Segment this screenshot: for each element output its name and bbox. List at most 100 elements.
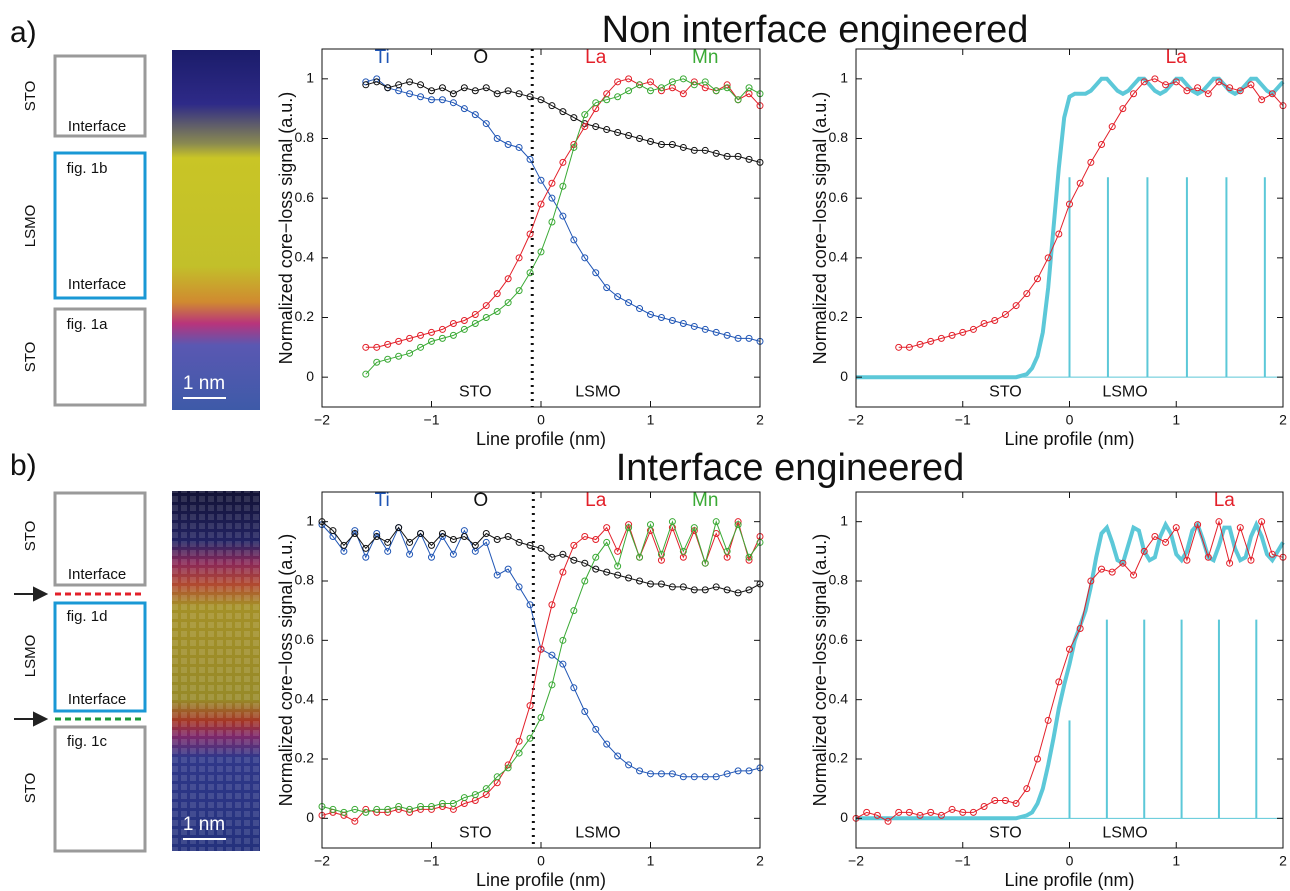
data-point xyxy=(417,81,425,89)
data-point xyxy=(1055,230,1063,238)
data-point xyxy=(1076,624,1084,632)
data-point xyxy=(647,521,654,529)
data-point xyxy=(406,538,414,546)
data-point xyxy=(384,547,392,555)
data-point xyxy=(1119,559,1127,567)
y-tick-label: 0.2 xyxy=(295,308,315,324)
region-label: LSMO xyxy=(575,383,620,400)
data-line xyxy=(365,81,761,163)
y-tick-label: 0.6 xyxy=(295,631,315,647)
data-point xyxy=(668,770,676,778)
data-point xyxy=(581,533,589,540)
data-point xyxy=(745,553,753,561)
layer-box xyxy=(53,491,147,587)
data-point xyxy=(603,96,611,104)
data-point xyxy=(493,535,501,543)
x-tick-label: 1 xyxy=(1172,412,1180,428)
data-point xyxy=(668,316,676,324)
y-tick-label: 0.2 xyxy=(829,750,849,766)
y-tick-label: 0.6 xyxy=(295,189,315,205)
data-point xyxy=(1183,556,1191,564)
data-point xyxy=(690,81,698,89)
data-point xyxy=(406,90,414,98)
data-line xyxy=(321,519,761,822)
y-axis-label: Normalized core−loss signal (a.u.) xyxy=(810,92,830,365)
data-point xyxy=(712,87,720,95)
data-point xyxy=(515,143,523,151)
y-tick-label: 0.2 xyxy=(295,750,315,766)
layer-label: LSMO xyxy=(22,205,39,248)
data-point xyxy=(937,811,945,819)
data-point xyxy=(991,316,999,324)
data-point xyxy=(1247,81,1255,89)
panel-label: b) xyxy=(10,449,37,482)
layer-label: STO xyxy=(22,521,39,552)
data-point xyxy=(723,84,731,92)
data-point xyxy=(526,269,534,277)
data-point xyxy=(471,319,479,327)
data-point xyxy=(657,550,665,558)
data-point xyxy=(362,544,370,552)
data-point xyxy=(1130,90,1138,98)
data-point xyxy=(1108,123,1116,131)
data-point xyxy=(526,601,534,609)
y-tick-label: 0 xyxy=(840,809,848,825)
data-point xyxy=(559,158,567,166)
data-point xyxy=(712,518,720,526)
data-point xyxy=(548,218,556,226)
data-point xyxy=(734,96,742,104)
data-point xyxy=(449,550,457,558)
data-point xyxy=(948,805,956,813)
plot-area: Ti O La Mn xyxy=(362,47,764,378)
panel-title: Interface engineered xyxy=(616,447,965,489)
data-point xyxy=(482,314,490,321)
y-tick-label: 1 xyxy=(306,512,314,528)
data-point xyxy=(482,120,490,128)
y-tick-label: 0.4 xyxy=(295,249,315,265)
data-point xyxy=(690,146,698,154)
layer-label: LSMO xyxy=(22,635,39,678)
data-point xyxy=(679,319,687,327)
data-point xyxy=(701,559,709,567)
data-point xyxy=(657,84,665,92)
y-axis-label: Normalized core−loss signal (a.u.) xyxy=(276,92,296,365)
x-tick-label: −1 xyxy=(955,412,971,428)
data-point xyxy=(1172,78,1180,86)
data-point xyxy=(537,713,545,721)
data-point xyxy=(1226,84,1234,92)
data-point xyxy=(734,767,742,775)
data-point xyxy=(734,334,742,342)
data-point xyxy=(884,817,892,825)
data-point xyxy=(329,805,337,813)
data-point xyxy=(395,524,403,532)
x-tick-label: 2 xyxy=(1279,853,1287,869)
data-point xyxy=(603,538,611,546)
data-point xyxy=(482,785,490,793)
region-label: STO xyxy=(459,383,492,400)
data-point xyxy=(980,802,988,810)
data-point xyxy=(1258,96,1266,104)
data-point xyxy=(636,767,644,775)
data-point xyxy=(969,808,977,816)
data-point xyxy=(329,527,337,535)
box-text: Interface xyxy=(68,118,126,135)
layer-box xyxy=(53,151,147,300)
data-point xyxy=(1162,538,1170,546)
data-point xyxy=(362,370,370,378)
data-point xyxy=(614,93,622,101)
x-tick-label: 2 xyxy=(756,412,764,428)
data-point xyxy=(581,559,589,567)
eels-map xyxy=(172,50,260,410)
data-point xyxy=(537,544,545,552)
data-point xyxy=(625,75,633,83)
data-point xyxy=(570,684,578,692)
y-tick-label: 0 xyxy=(840,368,848,384)
data-point xyxy=(504,533,512,540)
data-point xyxy=(734,521,742,529)
region-label: LSMO xyxy=(575,824,620,841)
data-point xyxy=(526,702,534,710)
data-point xyxy=(471,791,479,799)
y-tick-label: 1 xyxy=(306,70,314,86)
arrow xyxy=(14,711,49,727)
data-point xyxy=(636,81,644,89)
